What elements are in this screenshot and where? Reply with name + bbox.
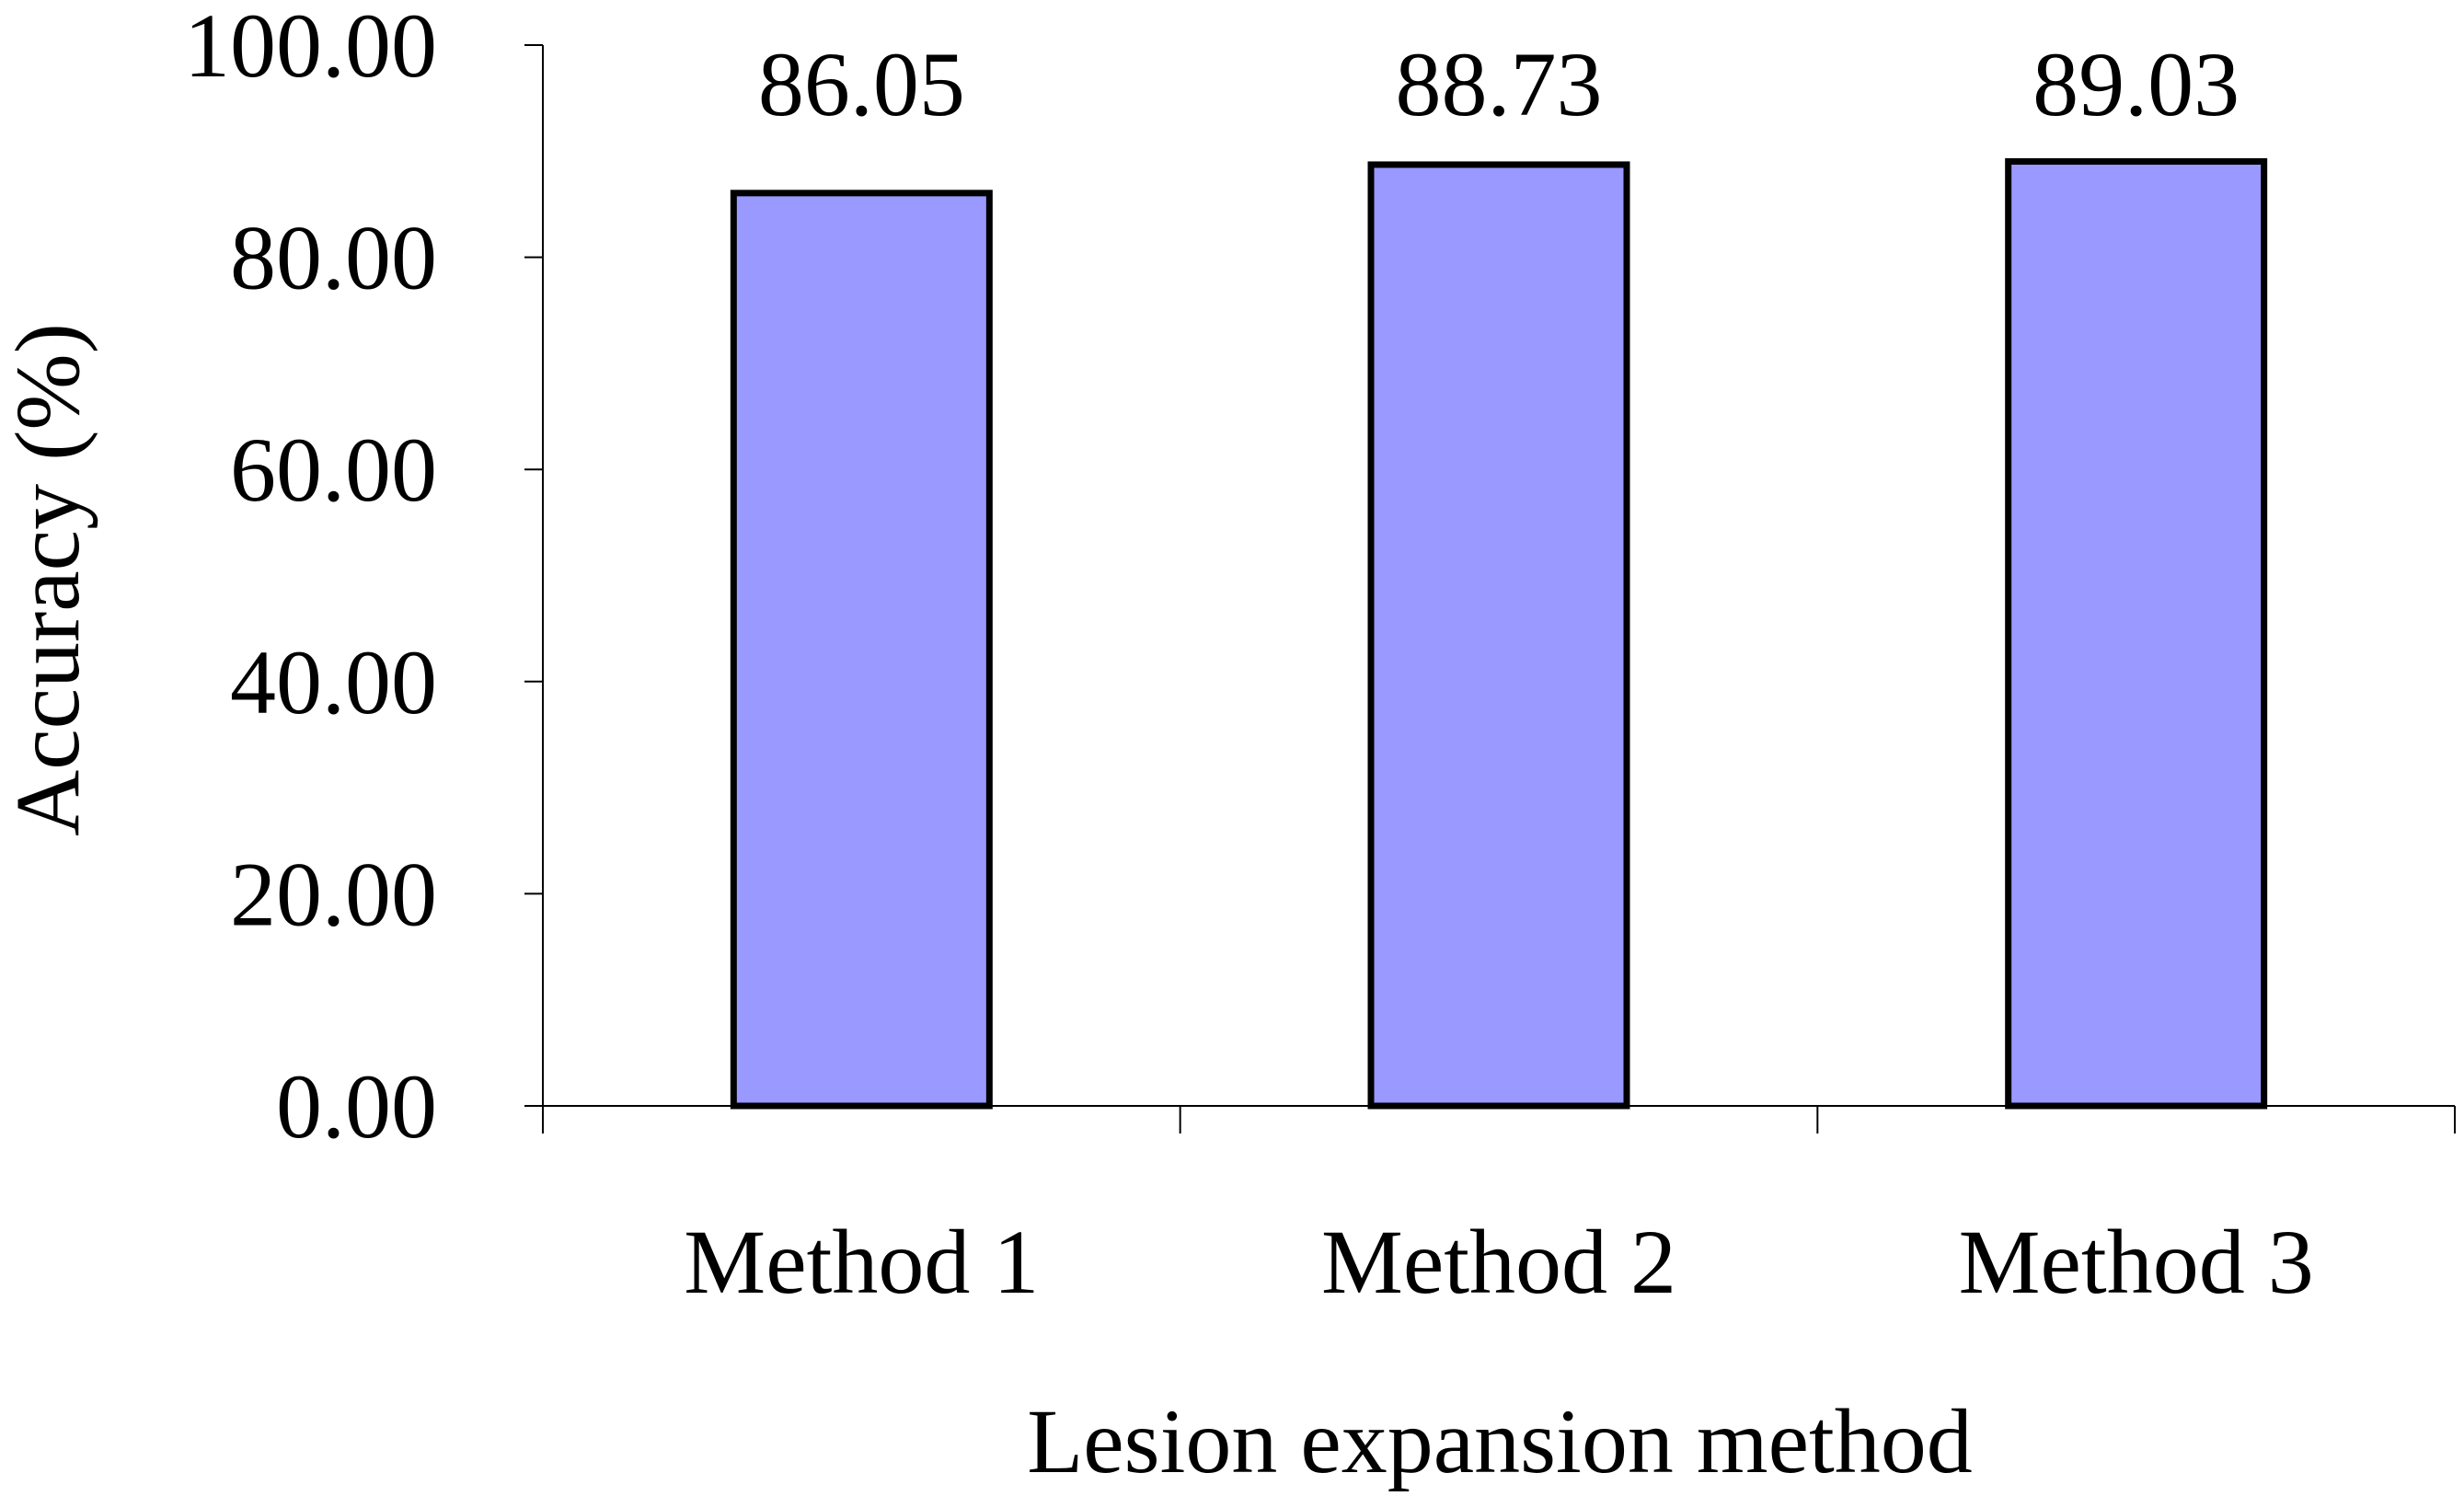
y-axis-title: Accuracy (%): [0, 323, 98, 836]
bar-1: [730, 190, 993, 1110]
y-tick-label-1: 20.00: [230, 843, 437, 945]
x-tick-label-3: Method 3: [1959, 1211, 2314, 1313]
data-labels-group: 86.05 88.73 89.03: [758, 33, 2239, 135]
y-tick-label-5: 100.00: [184, 0, 437, 97]
bar-2: [1367, 161, 1630, 1110]
x-tick-label-2: Method 2: [1321, 1211, 1676, 1313]
y-ticks-group: 0.00 20.00 40.00 60.00 80.00 100.00: [184, 0, 543, 1157]
y-tick-label-2: 40.00: [230, 631, 437, 733]
bars-group: [730, 157, 2268, 1110]
axes-group: [542, 45, 2455, 1107]
y-tick-label-0: 0.00: [276, 1055, 437, 1157]
category-labels-group: Method 1 Method 2 Method 3: [684, 1211, 2313, 1313]
x-ticks-group: [542, 1106, 2456, 1134]
data-label-1: 86.05: [758, 33, 965, 135]
x-tick-label-1: Method 1: [684, 1211, 1039, 1313]
x-axis-title: Lesion expansion method: [1027, 1390, 1973, 1492]
data-label-3: 89.03: [2032, 33, 2239, 135]
y-tick-label-3: 60.00: [230, 419, 437, 521]
data-label-2: 88.73: [1396, 33, 1603, 135]
bar-3: [2005, 157, 2268, 1110]
y-tick-label-4: 80.00: [230, 207, 437, 309]
